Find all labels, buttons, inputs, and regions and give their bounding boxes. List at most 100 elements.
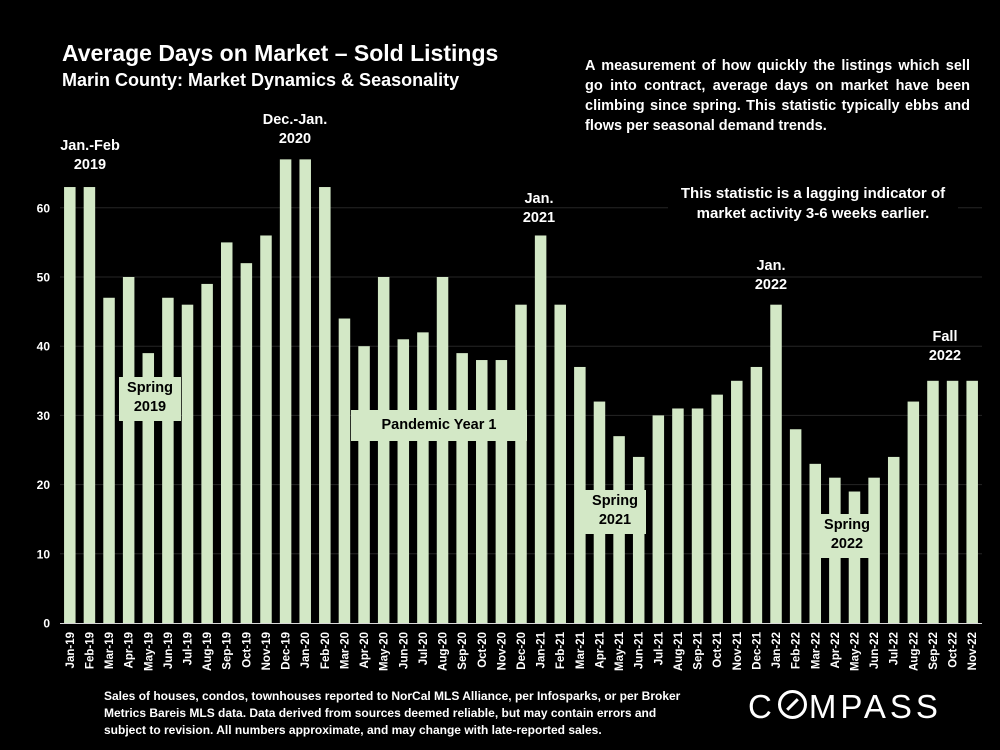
x-tick-label: Dec-19 [281,632,293,670]
chart-subtitle: Marin County: Market Dynamics & Seasonal… [62,70,460,90]
bar [476,360,488,623]
annotation-line: 2019 [73,157,107,173]
chart-description: A measurement of how quickly the listing… [585,58,970,134]
x-tick-label: Jul-21 [653,631,665,665]
x-tick-label: Mar-22 [810,632,822,669]
x-tick-label: Nov-20 [496,632,508,670]
annotation-line: Jan. [756,258,786,274]
annotation-line: Jan.-Feb [60,138,120,154]
x-tick-label: Apr-20 [359,632,371,668]
bar [122,277,135,623]
bar [260,235,272,624]
bar [358,346,370,623]
x-tick-label: Dec-20 [516,632,528,670]
annotation-jan-feb-2019: Jan.-Feb 2019 [50,137,130,175]
x-tick-label: Feb-22 [791,632,803,669]
y-tick-label: 40 [37,340,51,354]
x-tick-label: Sep-19 [222,632,234,670]
x-tick-label: Jul-22 [889,632,901,665]
x-tick-label: Apr-22 [830,632,842,668]
bar [946,380,959,623]
bar [691,408,704,623]
x-tick-label: May-22 [849,632,861,671]
bar [240,263,253,623]
label-box-spring-2022: Spring 2022 [816,514,878,558]
label-line: 2019 [133,399,167,415]
x-tick-label: Apr-19 [124,632,136,668]
x-tick-label: Oct-22 [948,632,960,668]
y-tick-label: 50 [37,271,51,285]
label-box-spring-2021: Spring 2021 [584,490,646,534]
x-tick-label: May-21 [614,631,626,671]
bar [377,277,390,623]
bar [887,456,900,623]
source-footnote: Sales of houses, condos, townhouses repo… [104,689,681,737]
bar [181,304,194,623]
annotation-line: 2022 [928,348,962,364]
label-box-spring-2019: Spring 2019 [119,377,181,421]
x-tick-label: Jun-22 [869,632,881,669]
bar [338,318,351,623]
x-tick-label: Jan-21 [536,631,548,668]
x-tick-label: Feb-20 [320,632,332,669]
x-tick-label: Nov-21 [732,631,744,670]
label-line: 2022 [830,536,864,552]
y-tick-label: 60 [37,201,51,215]
label-line: Spring [824,517,870,533]
bar [554,304,566,623]
x-tick-label: Feb-19 [84,632,96,669]
lagging-indicator-note: This statistic is a lagging indicator of… [668,184,958,224]
x-tick-label: Mar-20 [339,632,351,669]
x-tick-label: Aug-19 [202,632,214,671]
bar [534,235,547,624]
bar [201,283,213,623]
annotation-jan-2021: Jan. 2021 [509,190,569,228]
y-tick-label: 30 [37,409,51,423]
bar [436,277,449,623]
bar [632,456,645,623]
bar [417,332,429,623]
bar [672,408,684,623]
bar [83,187,96,624]
x-tick-label: Jul-20 [418,632,430,665]
bar [574,366,586,623]
x-tick-label: Oct-19 [241,632,253,668]
logo-text-end: MPASS [808,688,942,725]
bar [456,353,468,623]
y-tick-label: 20 [37,478,51,492]
bar [220,242,233,623]
x-tick-label: Jun-20 [398,632,410,669]
annotation-line: 2022 [754,277,788,293]
label-line: 2021 [598,512,632,528]
annotation-line: 2021 [522,210,556,226]
x-tick-label: May-20 [379,632,391,671]
x-tick-label: Apr-21 [594,631,606,668]
bar [652,415,665,623]
bar [966,380,978,623]
label-line: Spring [592,493,638,509]
x-tick-label: Jan-19 [65,632,77,668]
bar [299,159,311,624]
x-tick-label: May-19 [143,632,155,671]
annotation-fall-2022: Fall 2022 [915,328,975,366]
logo-text-start: C [748,688,776,725]
logo-compass-icon [777,690,807,719]
x-tick-label: Feb-21 [555,631,567,669]
x-tick-label: Nov-22 [967,632,979,670]
x-tick-label: Sep-20 [457,632,469,670]
bar [162,297,174,623]
x-tick-label: Jul-19 [183,632,195,665]
y-tick-label: 0 [43,617,50,631]
label-box-pandemic-year-1: Pandemic Year 1 [351,410,527,441]
annotation-line: Dec.-Jan. [262,112,328,128]
bar [397,339,410,623]
bar [907,401,920,623]
bar [103,297,115,623]
bar [142,353,155,623]
bar [789,429,802,623]
compass-logo: C MPASS [748,688,942,726]
annotation-dec-jan-2020: Dec.-Jan. 2020 [255,111,335,149]
x-tick-label: Sep-21 [693,631,705,669]
bar [495,360,508,623]
x-tick-label: Mar-19 [104,632,116,669]
